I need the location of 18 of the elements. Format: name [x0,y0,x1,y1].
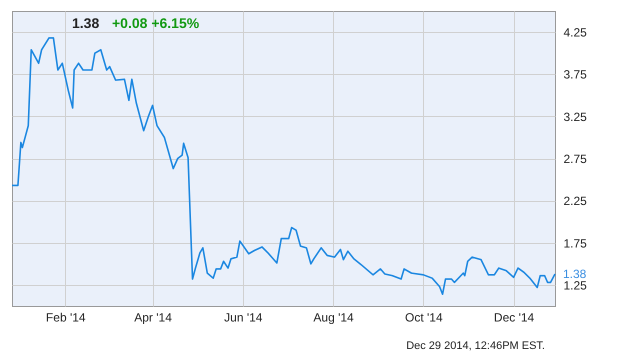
chart-title: 1.38 [72,15,100,31]
y-tick-label: 4.25 [564,26,588,40]
y-tick-label: 1.25 [564,278,588,292]
y-tick-label: 2.75 [564,152,588,166]
y-tick-label: 1.75 [564,236,588,250]
annotation: +0.08 +6.15% [112,15,200,31]
x-tick-label: Dec '14 [494,310,535,324]
x-tick-label: Jun '14 [224,310,263,324]
x-tick-label: Aug '14 [313,310,354,324]
y-tick-label: 3.75 [564,68,588,82]
line-series [11,37,556,295]
x-tick-label: Oct '14 [405,310,443,324]
x-tick-label: Apr '14 [134,310,172,324]
text: Dec 29 2014, 12:46PM EST. [406,340,545,352]
annotation: 1.38 [563,266,587,281]
x-tick-label: Feb '14 [46,310,86,324]
y-tick-label: 2.25 [564,194,588,208]
y-tick-label: 3.25 [564,110,588,124]
